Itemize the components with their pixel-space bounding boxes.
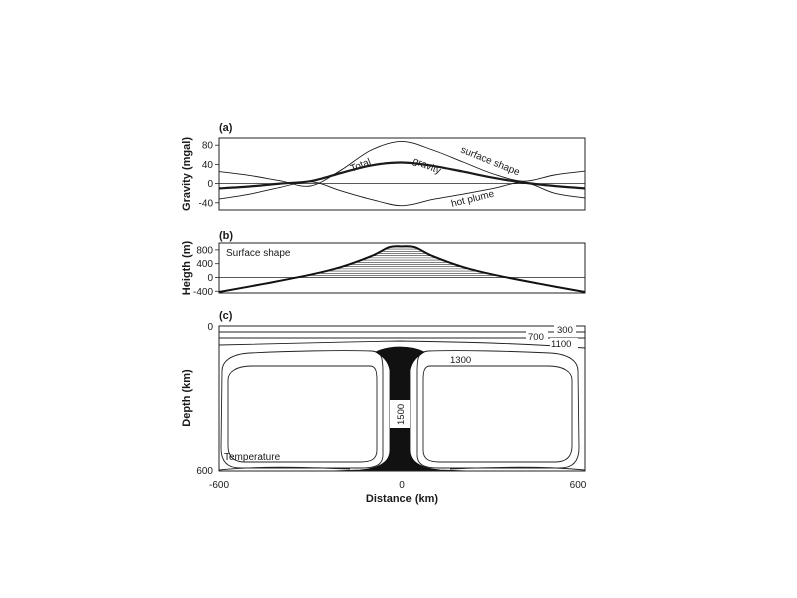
panel-b-ytick-label: -400 [193,287,213,298]
panel-c-frame [218,325,586,472]
panel-b-ytick-label: 400 [196,259,213,270]
contour-label-1300: 1300 [450,355,471,366]
panel-a-label: (a) [219,122,233,134]
panel-a-frame [218,137,586,211]
panel-c: (c) Depth (km) 300 700 1100 130 [181,310,587,505]
series-hot-plume [219,181,585,207]
panel-c-ylabel: Depth (km) [181,369,193,427]
panel-c-xtick-neg600: -600 [209,480,229,491]
annotation-temperature: Temperature [224,452,281,463]
contour-label-1100: 1100 [551,339,571,350]
annotation-gravity: gravity [411,156,442,177]
panel-c-ytick-0: 0 [207,322,213,333]
contour-bottom-left [219,466,351,471]
panel-c-xtick-0: 0 [399,480,405,491]
panel-a-ylabel: Gravity (mgal) [181,137,193,211]
contour-label-300: 300 [557,325,573,336]
panel-a-ytick-label: 80 [202,141,214,152]
contour-1100 [219,340,585,349]
contour-label-700: 700 [528,332,544,343]
contour-1300-right [416,350,580,469]
contour-label-1500: 1500 [396,404,407,425]
panel-c-label: (c) [219,310,233,322]
panel-a-ytick-label: 40 [202,160,214,171]
panel-b: (b) Heigth (m) 800 400 0 -400 Surface shape [181,230,586,298]
series-surface-height [219,245,585,293]
uplift-hatching [307,246,497,276]
panel-c-ytick-600: 600 [196,466,213,477]
panel-b-frame [218,242,586,294]
panel-b-ytick-label: 800 [196,245,213,256]
contour-1300-left [220,350,384,469]
panel-b-ytick-label: 0 [207,273,213,284]
panel-a-ytick-label: 0 [207,179,213,190]
panel-b-label: (b) [219,230,233,242]
series-total [219,161,585,190]
annotation-total: Total [349,157,373,175]
panel-b-ylabel: Heigth (m) [181,240,193,295]
annotation-surface-shape-b: Surface shape [226,248,291,259]
annotation-hot-plume: hot plume [450,189,496,210]
panel-c-xlabel: Distance (km) [366,493,438,505]
contour-bottom-right [449,466,585,471]
panel-a-ytick-label: -40 [199,198,214,209]
series-surface-shape [219,140,585,187]
panel-c-xtick-600: 600 [570,480,587,491]
